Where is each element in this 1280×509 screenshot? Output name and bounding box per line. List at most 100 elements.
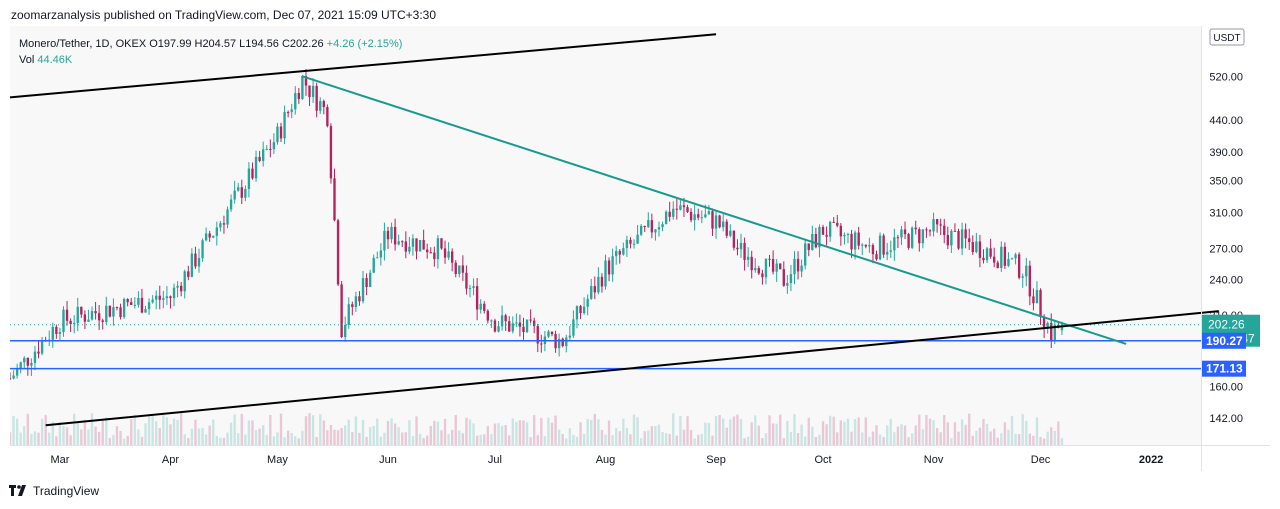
volume-bar <box>668 434 671 445</box>
candle-body <box>454 262 457 275</box>
candle-body <box>386 230 390 240</box>
level-price-badge <box>1202 332 1246 349</box>
candle-body <box>215 227 219 236</box>
candle-body <box>418 239 422 252</box>
candle-body <box>650 220 654 233</box>
candle-body <box>279 126 283 139</box>
volume-bar <box>921 429 925 445</box>
volume-bar <box>404 432 407 445</box>
low-value: L194.56 <box>239 38 279 50</box>
volume-bar <box>532 415 536 445</box>
volume-bar <box>101 420 104 445</box>
candle-body <box>736 247 739 250</box>
candle-body <box>254 156 258 179</box>
volume-value: 44.46K <box>37 54 73 66</box>
volume-bar <box>886 425 889 445</box>
volume-bar <box>1046 431 1049 445</box>
candle-body <box>750 256 753 271</box>
volume-bar <box>889 418 892 445</box>
volume-bar <box>326 430 329 445</box>
volume-bar <box>461 433 465 445</box>
candle-body <box>19 362 22 369</box>
volume-bar <box>764 433 768 445</box>
volume-bar <box>807 417 810 445</box>
volume-bar <box>625 427 629 445</box>
candle-body <box>814 234 818 248</box>
candle-body <box>219 223 222 228</box>
volume-bar <box>1035 417 1039 445</box>
candle-body <box>358 296 361 302</box>
chart-frame[interactable]: Monero/Tether, 1D, OKEX O197.99 H204.57 … <box>10 26 1270 471</box>
volume-bar <box>679 415 682 445</box>
candle-body <box>836 222 839 226</box>
volume-bar <box>454 414 457 445</box>
volume-bar <box>536 435 539 445</box>
volume-bar <box>704 422 707 445</box>
candle-body <box>786 283 789 286</box>
candle-body <box>982 257 985 261</box>
candle-body <box>379 250 383 258</box>
volume-bar <box>468 419 472 445</box>
volume-bar <box>108 438 112 445</box>
volume-bar <box>960 419 964 445</box>
volume-bar <box>910 433 914 445</box>
candle-body <box>97 313 101 321</box>
volume-bar <box>515 421 518 445</box>
volume-bar <box>736 414 739 445</box>
volume-bar <box>554 415 557 445</box>
candle-body <box>26 357 30 366</box>
candle-body <box>23 357 26 363</box>
price-axis[interactable]: 600.00520.00440.00390.00350.00310.00270.… <box>1209 28 1245 425</box>
volume-bar <box>618 431 621 445</box>
volume-bar <box>58 422 62 445</box>
volume-bar <box>65 427 69 445</box>
candle-body <box>158 295 161 300</box>
candle-body <box>147 302 151 310</box>
candle-body <box>525 319 529 333</box>
volume-bar <box>376 418 379 445</box>
volume-bar <box>204 434 208 445</box>
volume-bar <box>433 420 436 445</box>
volume-bar <box>839 420 843 445</box>
volume-bar <box>508 435 511 445</box>
candle-body <box>40 340 44 354</box>
volume-bar <box>479 434 482 445</box>
volume-bar <box>504 425 507 445</box>
candle-body <box>140 297 144 313</box>
volume-bar <box>44 414 47 445</box>
candle-body <box>1021 276 1024 278</box>
volume-bar <box>336 430 340 445</box>
volume-bar <box>483 434 486 445</box>
volume-bar <box>219 437 222 445</box>
candle-body <box>672 208 675 217</box>
candle-body <box>169 296 172 299</box>
candle-body <box>172 287 176 299</box>
volume-bar <box>725 427 728 445</box>
candle-body <box>557 338 561 349</box>
candle-body <box>311 85 315 97</box>
volume-bar <box>197 428 201 445</box>
candle-body <box>479 303 482 310</box>
volume-bar <box>611 435 614 445</box>
price-chart[interactable]: 600.00520.00440.00390.00350.00310.00270.… <box>10 26 1270 471</box>
candle-body <box>928 230 932 232</box>
candle-body <box>155 295 158 300</box>
volume-bar <box>593 413 596 445</box>
candle-body <box>622 248 625 255</box>
symbol-name[interactable]: Monero/Tether, 1D, OKEX <box>19 38 147 50</box>
candle-body <box>668 211 671 217</box>
volume-bar <box>190 428 194 445</box>
candle-body <box>839 225 843 237</box>
time-axis[interactable]: Mar Apr May Jun Jul Aug Sep Oct Nov Dec 2022 <box>50 454 1163 466</box>
candle-body <box>272 142 276 150</box>
candle-body <box>119 307 122 318</box>
volume-bar <box>786 420 789 445</box>
candle-body <box>536 326 539 344</box>
candle-body <box>472 286 475 289</box>
volume-bar <box>308 413 311 445</box>
volume-bar <box>319 414 322 445</box>
plot-area[interactable] <box>10 26 1201 445</box>
volume-bar <box>122 438 126 445</box>
volume-bar <box>311 415 315 445</box>
volume-bar <box>572 434 575 445</box>
